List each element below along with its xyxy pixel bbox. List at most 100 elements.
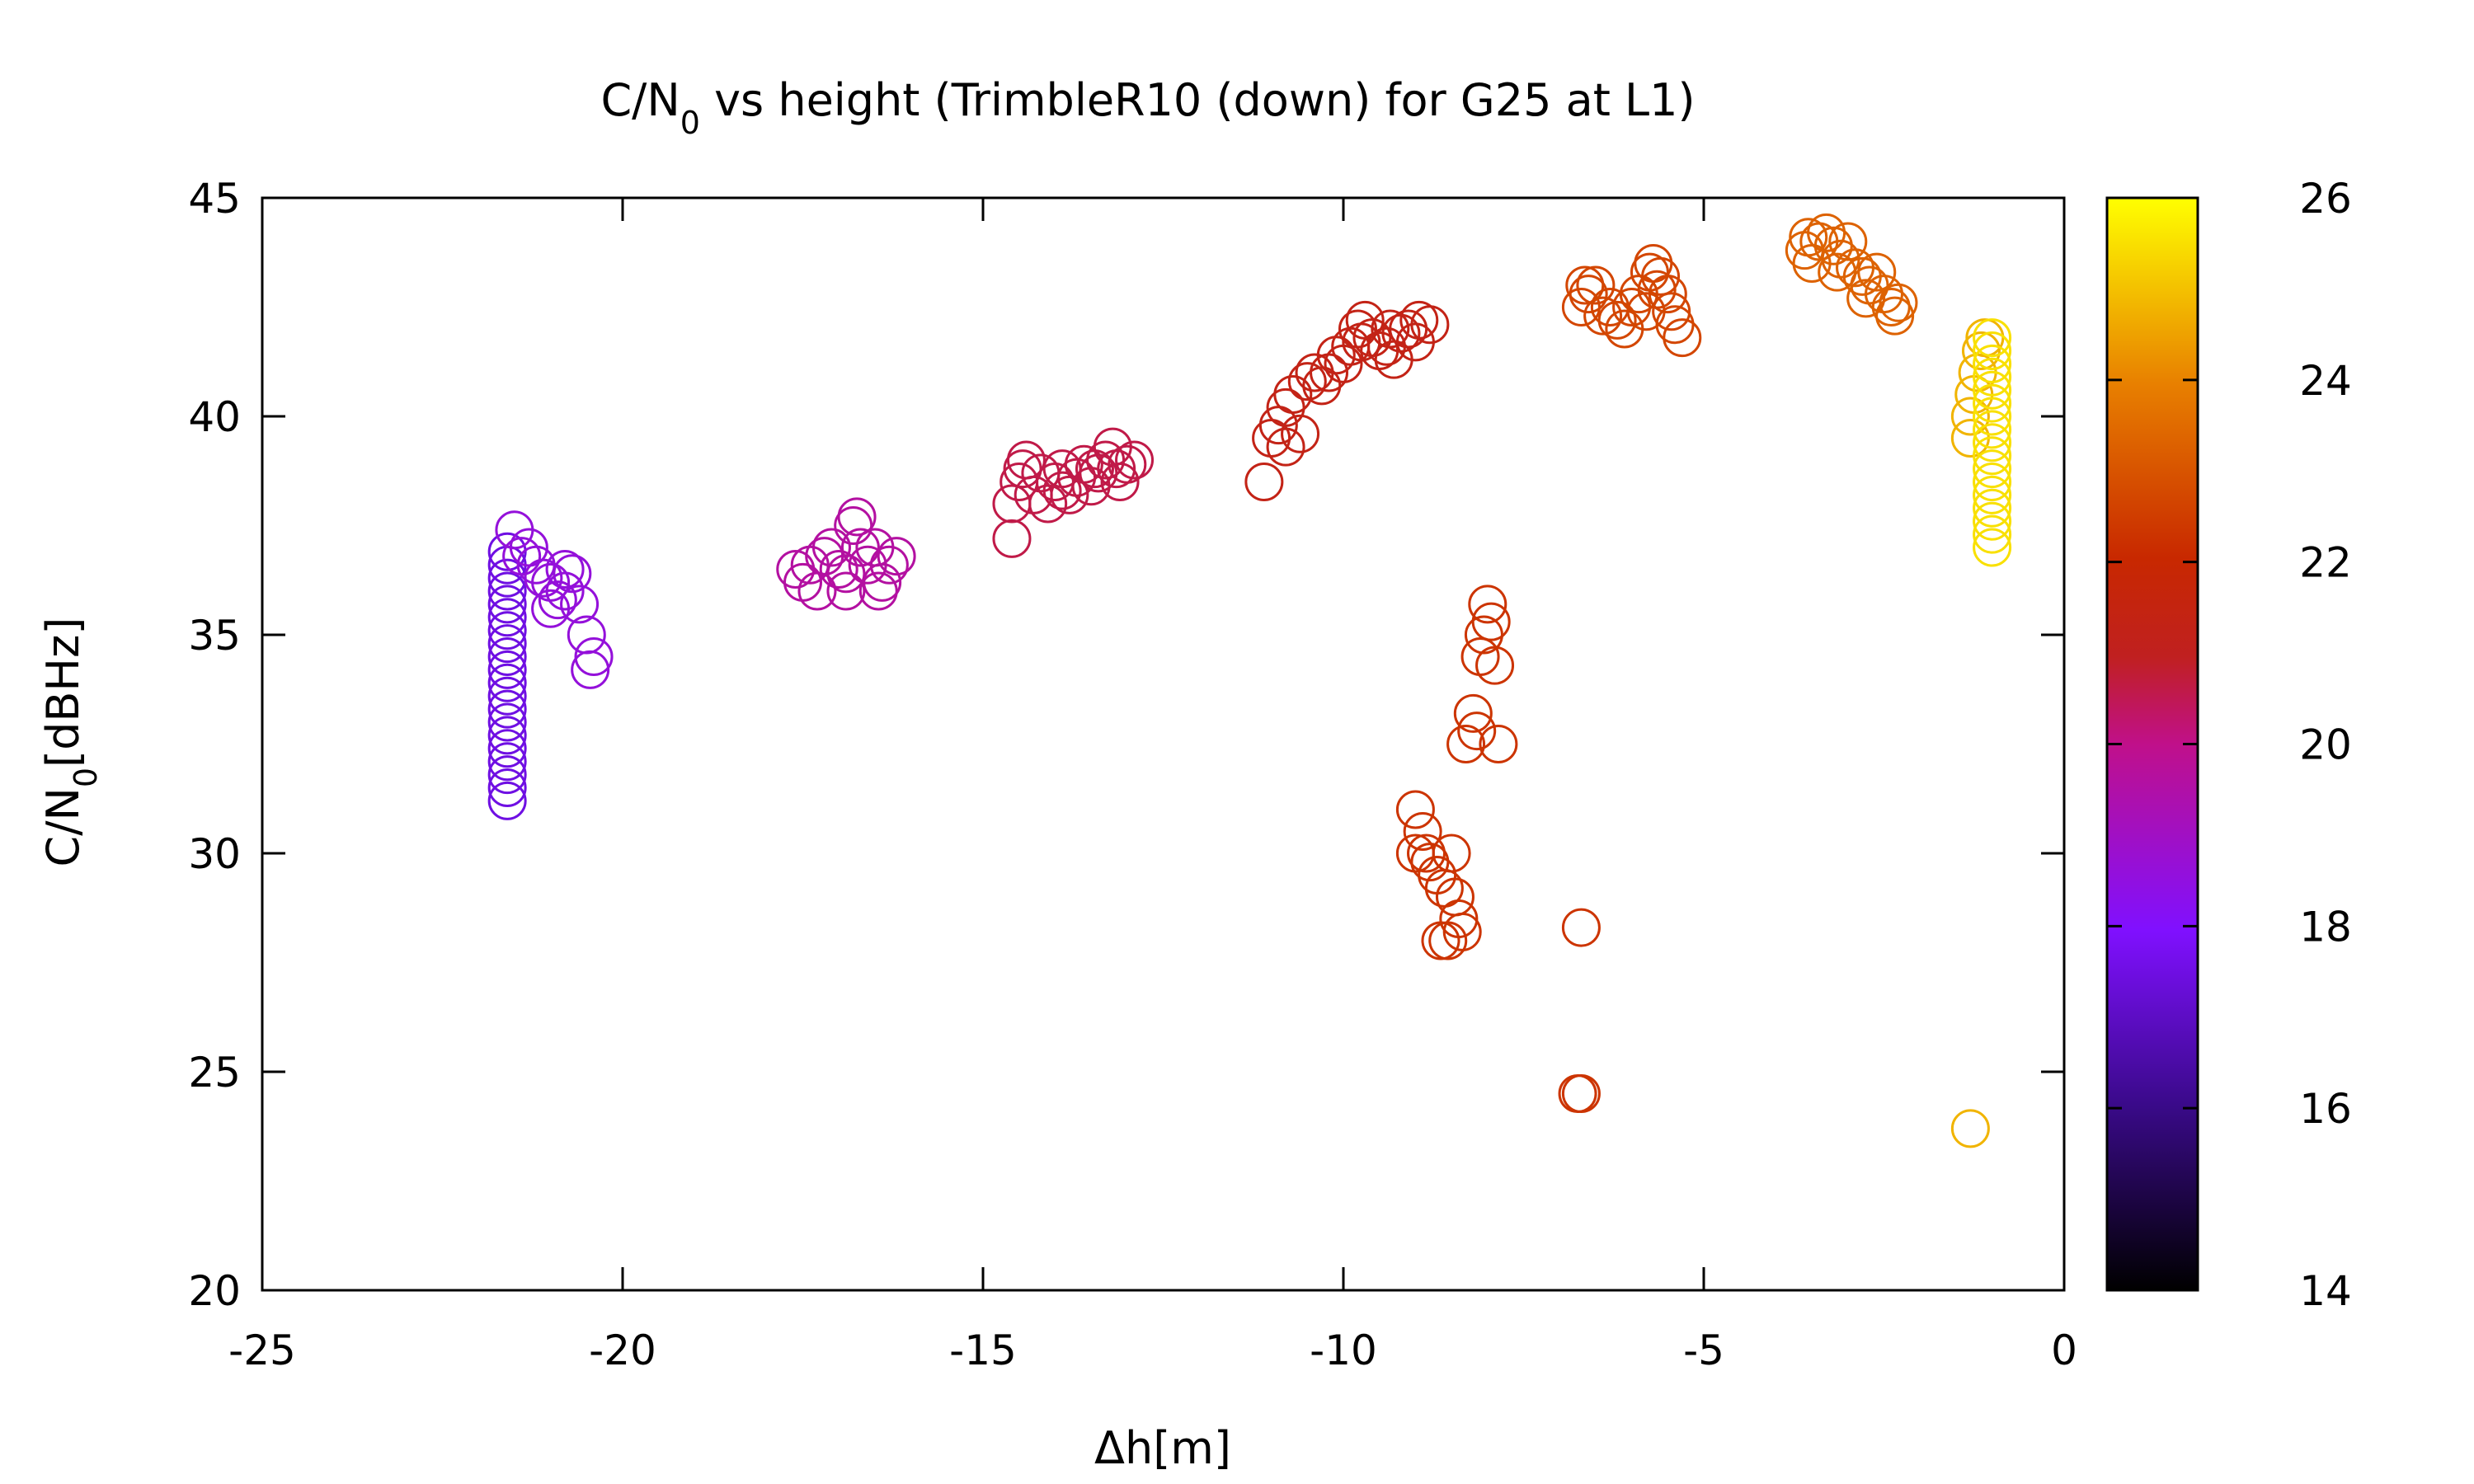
x-tick-label: 0 <box>2051 1327 2077 1374</box>
data-point <box>1846 279 1886 318</box>
y-tick-label: 25 <box>188 1049 241 1097</box>
data-point <box>538 580 577 620</box>
data-point <box>1460 637 1500 676</box>
data-point <box>1973 410 2012 449</box>
data-point <box>1561 908 1601 947</box>
data-point <box>1576 265 1616 305</box>
data-point <box>1558 1074 1597 1113</box>
data-point <box>487 585 527 624</box>
data-point <box>1637 270 1677 309</box>
data-point <box>1973 463 2012 501</box>
colorbar-ticks: 14 16 18 20 22 24 26 <box>2107 175 2352 1315</box>
data-point <box>487 755 527 795</box>
colorbar-tick-label: 24 <box>2299 357 2352 405</box>
data-point <box>560 585 600 624</box>
data-point <box>877 537 916 576</box>
data-point <box>1432 834 1471 873</box>
data-point <box>1965 318 2005 358</box>
data-point <box>1950 1109 1990 1148</box>
colorbar-tick-label: 16 <box>2299 1085 2352 1133</box>
data-point <box>1973 357 2012 397</box>
data-point <box>1950 397 1990 436</box>
data-point <box>1428 921 1468 960</box>
data-point <box>1403 812 1442 851</box>
data-point <box>1789 218 1828 257</box>
data-point <box>805 537 844 576</box>
data-point <box>487 598 527 637</box>
data-point <box>487 742 527 782</box>
data-points <box>487 213 2012 1148</box>
data-point <box>1395 790 1435 829</box>
data-point <box>869 545 909 585</box>
y-tick-label: 35 <box>188 612 241 660</box>
data-point <box>1395 834 1435 873</box>
data-point <box>1630 252 1669 292</box>
data-point <box>1266 427 1305 467</box>
data-point <box>487 637 527 676</box>
y-tick-label: 45 <box>188 175 241 223</box>
x-tick-label: -15 <box>949 1327 1017 1374</box>
data-point <box>1973 501 2012 541</box>
colorbar-tick-label: 22 <box>2299 539 2352 587</box>
data-point <box>1973 331 2012 370</box>
data-point <box>1439 899 1479 938</box>
data-point <box>1287 362 1327 402</box>
data-point <box>992 484 1032 524</box>
data-point <box>487 624 527 664</box>
data-point <box>1818 252 1857 292</box>
data-point <box>1561 1074 1601 1113</box>
data-point <box>1042 471 1082 510</box>
data-point <box>1407 834 1446 873</box>
data-point <box>487 716 527 755</box>
y-tick-label: 30 <box>188 830 241 878</box>
data-point <box>553 554 592 594</box>
x-tick-label: -25 <box>228 1327 296 1374</box>
data-point <box>1828 222 1868 261</box>
colorbar-gradient <box>2105 196 2199 1292</box>
data-point <box>1028 484 1068 524</box>
data-point <box>545 550 585 589</box>
chart-title: C/N0 vs height (TrimbleR10 (down) for G2… <box>600 74 1695 141</box>
x-tick-label: -20 <box>589 1327 656 1374</box>
data-point <box>487 663 527 702</box>
data-point <box>1973 514 2012 554</box>
data-point <box>992 519 1032 558</box>
data-point <box>571 650 610 689</box>
data-point <box>1442 912 1482 951</box>
data-point <box>1075 449 1114 489</box>
data-point <box>1281 414 1320 453</box>
data-point <box>1973 449 2012 489</box>
data-point <box>1244 463 1284 501</box>
data-point <box>487 781 527 820</box>
x-axis-ticks: -25 -20 -15 -10 -5 0 <box>228 198 2077 1374</box>
data-point <box>502 537 542 576</box>
data-point <box>1961 331 2001 370</box>
data-point <box>1973 344 2012 383</box>
data-point <box>1875 296 1915 336</box>
data-point <box>1652 292 1691 331</box>
data-point <box>487 689 527 729</box>
colorbar-tick-label: 18 <box>2299 903 2352 951</box>
data-point <box>1973 370 2012 410</box>
x-axis-title: Δh[m] <box>1094 1422 1231 1474</box>
data-point <box>1371 309 1410 349</box>
data-point <box>1879 283 1918 322</box>
data-point <box>1100 463 1140 501</box>
colorbar-tick-label: 14 <box>2299 1267 2352 1315</box>
data-point <box>1421 921 1460 960</box>
data-point <box>574 637 614 676</box>
y-tick-label: 20 <box>188 1267 241 1315</box>
data-point <box>826 554 866 594</box>
data-point <box>487 676 527 716</box>
data-point <box>1115 440 1155 480</box>
data-point <box>487 702 527 742</box>
data-point <box>1973 488 2012 528</box>
data-point <box>1273 375 1313 414</box>
data-point <box>487 729 527 768</box>
data-point <box>1446 725 1486 763</box>
colorbar: 14 16 18 20 22 24 26 <box>2105 175 2352 1315</box>
data-point <box>1857 252 1897 292</box>
x-tick-label: -5 <box>1683 1327 1724 1374</box>
data-point <box>1973 475 2012 514</box>
data-point <box>1973 436 2012 476</box>
